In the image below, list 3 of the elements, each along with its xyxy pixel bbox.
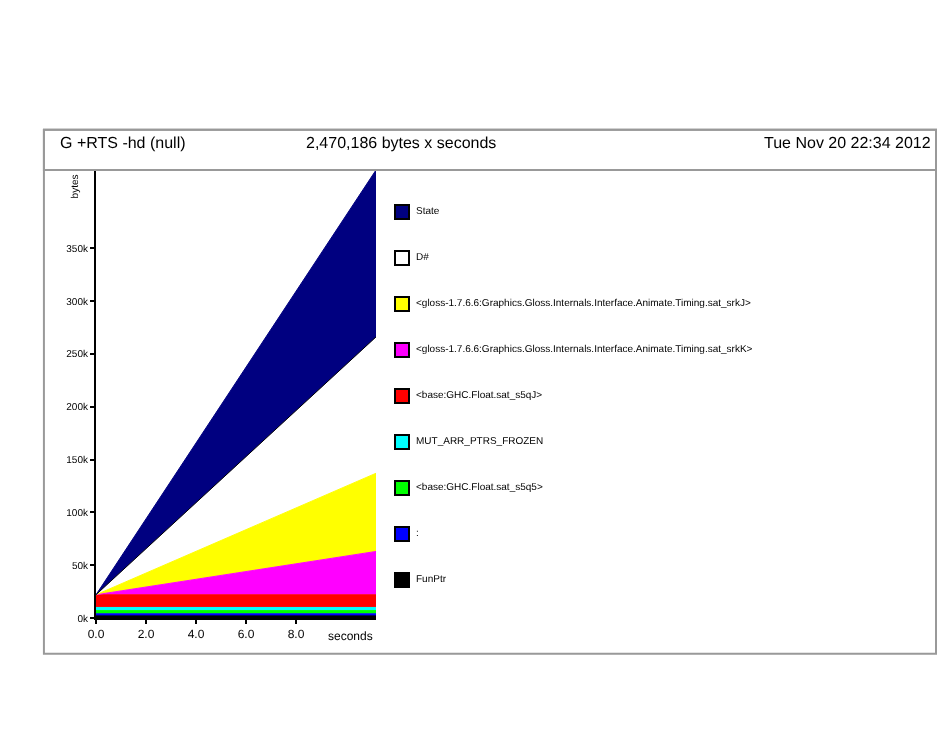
chart-subtitle: 2,470,186 bytes x seconds <box>306 134 497 152</box>
text: Tue Nov 20 22:34 2012 <box>764 134 932 152</box>
chart-title: G +RTS -hd (null) <box>60 134 187 152</box>
